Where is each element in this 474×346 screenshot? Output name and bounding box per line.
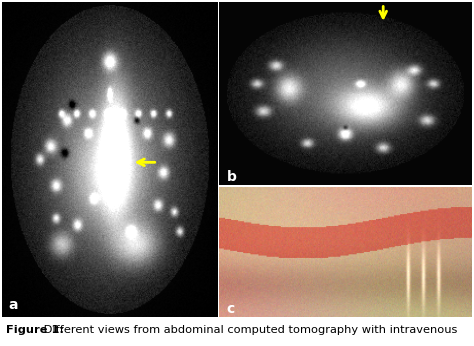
Text: c: c: [227, 302, 235, 316]
Text: b: b: [227, 170, 237, 183]
Text: a: a: [9, 298, 18, 312]
Text: Different views from abdominal computed tomography with intravenous: Different views from abdominal computed …: [40, 325, 457, 335]
Text: Figure 1:: Figure 1:: [6, 325, 64, 335]
